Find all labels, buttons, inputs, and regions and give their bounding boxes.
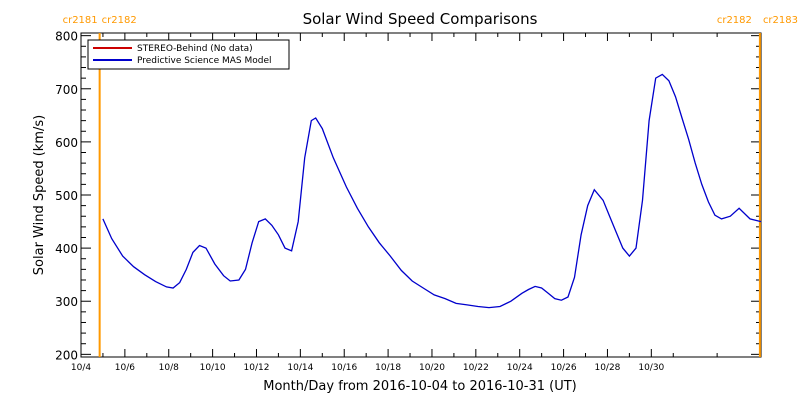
cr-label-right: cr2183 bbox=[763, 15, 798, 26]
y-axis-ticks: 200 300 400 500 600 700 800 bbox=[55, 30, 761, 362]
cr-label-left: cr2181 bbox=[63, 15, 98, 26]
x-tick-label: 10/14 bbox=[287, 363, 313, 373]
plot-frame bbox=[80, 32, 762, 358]
legend-box bbox=[87, 39, 290, 70]
legend-label: STEREO-Behind (No data) bbox=[137, 44, 253, 54]
carrington-rotation-labels: cr2181 cr2182 cr2182 cr2183 bbox=[63, 15, 798, 26]
series-line-1 bbox=[102, 73, 762, 309]
y-tick-label: 800 bbox=[55, 30, 78, 44]
x-tick-label: 10/6 bbox=[115, 363, 135, 373]
series-lines bbox=[102, 73, 762, 309]
y-tick-label: 300 bbox=[55, 295, 78, 309]
x-tick-label: 10/20 bbox=[419, 363, 445, 373]
x-tick-label: 10/16 bbox=[331, 363, 357, 373]
x-tick-label: 10/18 bbox=[375, 363, 401, 373]
x-tick-label: 10/28 bbox=[594, 363, 620, 373]
y-tick-label: 400 bbox=[55, 242, 78, 256]
x-tick-label: 10/30 bbox=[638, 363, 664, 373]
y-tick-label: 700 bbox=[55, 83, 78, 97]
x-tick-label: 10/24 bbox=[507, 363, 533, 373]
x-tick-label: 10/4 bbox=[71, 363, 91, 373]
y-tick-label: 600 bbox=[55, 136, 78, 150]
x-axis-label: Month/Day from 2016-10-04 to 2016-10-31 … bbox=[263, 379, 576, 394]
x-axis-ticks: 10/4 10/6 10/8 10/10 10/12 10/14 10/16 10/18 10/… bbox=[71, 33, 718, 373]
x-tick-label: 10/10 bbox=[200, 363, 226, 373]
x-tick-label: 10/26 bbox=[551, 363, 577, 373]
x-tick-label: 10/8 bbox=[159, 363, 179, 373]
chart-title: Solar Wind Speed Comparisons bbox=[303, 10, 538, 28]
cr-label-left: cr2182 bbox=[717, 15, 752, 26]
cr-label-right: cr2182 bbox=[102, 15, 137, 26]
y-tick-label: 500 bbox=[55, 189, 78, 203]
x-tick-label: 10/22 bbox=[463, 363, 489, 373]
legend-label: Predictive Science MAS Model bbox=[137, 56, 272, 66]
x-tick-label: 10/12 bbox=[244, 363, 270, 373]
y-tick-label: 200 bbox=[55, 348, 78, 362]
carrington-rotation-lines bbox=[98, 33, 761, 357]
legend: STEREO-Behind (No data) Predictive Scienc… bbox=[87, 39, 290, 70]
y-axis-label: Solar Wind Speed (km/s) bbox=[32, 115, 47, 275]
